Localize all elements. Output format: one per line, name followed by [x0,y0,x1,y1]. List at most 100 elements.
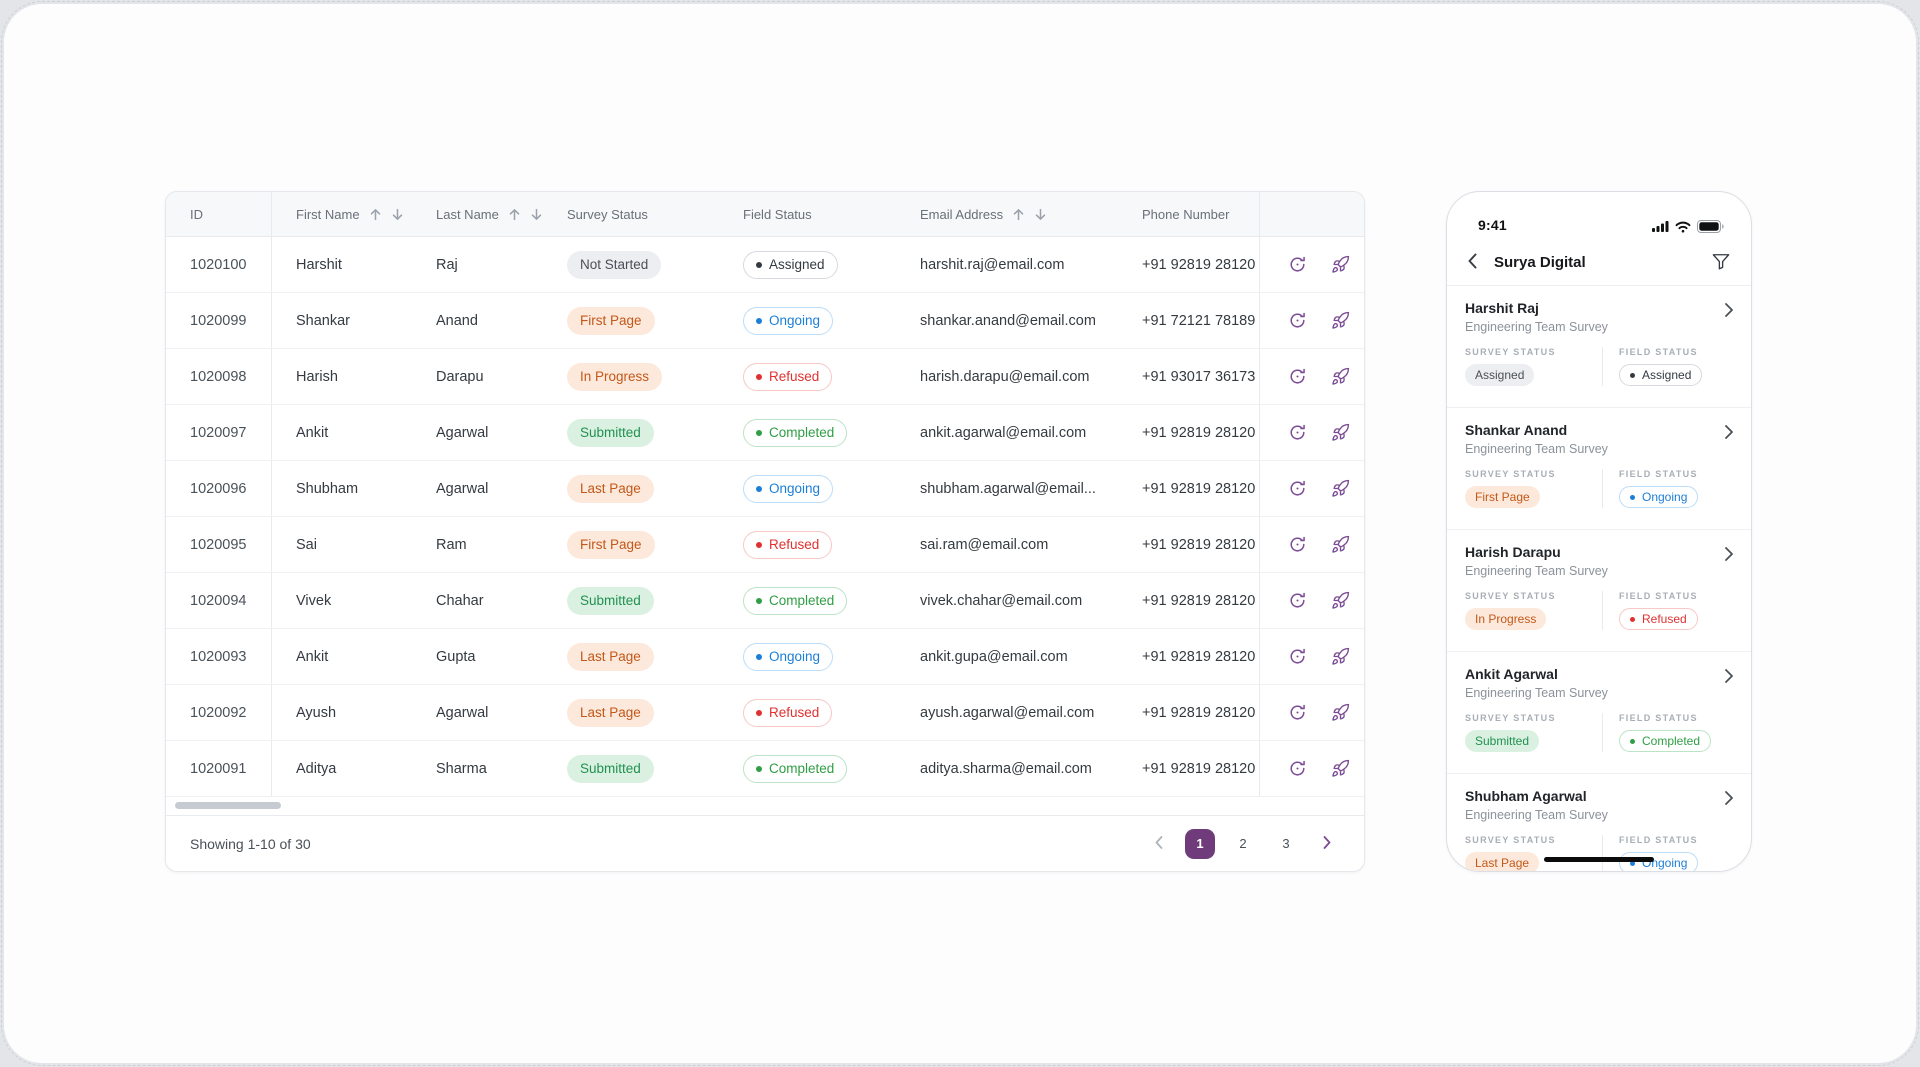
rocket-icon [1331,255,1350,274]
respondent-card[interactable]: Ankit Agarwal Engineering Team Survey SURV… [1447,652,1751,774]
sync-survey-button[interactable] [1288,423,1307,442]
chevron-left-icon [1155,835,1163,852]
refresh-icon [1288,591,1307,610]
sort-ascending-icon[interactable] [508,208,521,221]
survey-status-badge: In Progress [1465,608,1547,630]
respondent-card[interactable]: Shankar Anand Engineering Team Survey SURV… [1447,408,1751,530]
survey-status-badge: Submitted [567,754,654,783]
table-row: 1020093 Ankit Gupta Last Page Ongoing ankit.g… [166,629,1364,685]
pagination-page-1[interactable]: 1 [1185,828,1215,859]
respondent-card[interactable]: Harish Darapu Engineering Team Survey SURV… [1447,530,1751,652]
sync-survey-button[interactable] [1288,647,1307,666]
sync-survey-button[interactable] [1288,479,1307,498]
survey-status-badge: First Page [567,306,655,335]
last-cell: Ram [436,536,467,553]
field-status-label: FIELD STATUS [1619,469,1698,479]
table-row: 1020091 Aditya Sharma Submitted Completed adi… [166,741,1364,797]
id-cell: 1020095 [166,517,272,572]
launch-survey-button[interactable] [1331,367,1350,386]
sync-survey-button[interactable] [1288,535,1307,554]
filter-funnel-icon [1712,253,1730,273]
chevron-right-icon[interactable] [1725,303,1733,317]
launch-survey-button[interactable] [1331,703,1350,722]
field-status-cell: Completed [719,741,896,796]
first-cell: Aditya [296,760,337,777]
launch-survey-button[interactable] [1331,255,1350,274]
home-indicator[interactable] [1544,857,1654,862]
survey-name: Engineering Team Survey [1465,564,1608,578]
launch-survey-button[interactable] [1331,535,1350,554]
field-status-cell: Completed [719,405,896,460]
field-status-column: FIELD STATUS Ongoing [1602,835,1733,871]
last-cell: Chahar [436,592,484,609]
first-cell: Harshit [296,256,342,273]
sync-survey-button[interactable] [1288,591,1307,610]
filter-button[interactable] [1710,251,1732,275]
last-cell: Agarwal [436,424,489,441]
field-status-badge: Completed [743,754,848,783]
email-cell: ankit.agarwal@email.com [920,424,1087,441]
field-status-label: FIELD STATUS [1619,347,1698,357]
launch-survey-button[interactable] [1331,423,1350,442]
chevron-right-icon[interactable] [1725,425,1733,439]
email-cell: ankit.gupa@email.com [920,648,1068,665]
survey-status-column: SURVEY STATUS Submitted [1465,713,1602,752]
field-status-column: FIELD STATUS Ongoing [1602,469,1733,508]
launch-survey-button[interactable] [1331,759,1350,778]
phone-cell: +91 92819 28120 [1142,536,1256,553]
field-status-badge: Refused [743,362,833,391]
pagination-page-2[interactable]: 2 [1228,829,1258,859]
sort-descending-icon[interactable] [1034,208,1047,221]
column-header-first[interactable]: First Name [272,192,412,236]
refresh-icon [1288,759,1307,778]
column-label: First Name [296,206,360,222]
horizontal-scrollbar-thumb[interactable] [175,802,281,809]
id-cell: 1020092 [166,685,272,740]
launch-survey-button[interactable] [1331,647,1350,666]
respondent-card[interactable]: Harshit Raj Engineering Team Survey SURVEY… [1447,286,1751,408]
chevron-right-icon[interactable] [1725,791,1733,805]
sync-survey-button[interactable] [1288,367,1307,386]
respondent-name: Ankit Agarwal [1465,666,1558,682]
table-header-row: ID First Name Last Name Survey Status Field … [166,192,1364,237]
id-cell: 1020099 [166,293,272,348]
survey-status-label: SURVEY STATUS [1465,591,1556,601]
launch-survey-button[interactable] [1331,479,1350,498]
sync-survey-button[interactable] [1288,703,1307,722]
survey-status-badge: Last Page [1465,852,1540,871]
field-status-badge: Ongoing [1619,852,1699,871]
sort-ascending-icon[interactable] [1012,208,1025,221]
pagination-next-button[interactable] [1314,831,1340,857]
status-row: SURVEY STATUS Submitted FIELD STATUS Comple… [1465,713,1733,752]
sync-survey-button[interactable] [1288,759,1307,778]
column-label: ID [190,206,203,222]
back-button[interactable] [1466,251,1479,274]
chevron-right-icon[interactable] [1725,547,1733,561]
first-cell: Shubham [296,480,359,497]
rocket-icon [1331,311,1350,330]
pagination-previous-button[interactable] [1146,831,1172,857]
phone-nav-bar: Surya Digital [1447,240,1751,286]
sort-ascending-icon[interactable] [369,208,382,221]
sync-survey-button[interactable] [1288,255,1307,274]
column-header-survey: Survey Status [543,192,719,236]
sync-survey-button[interactable] [1288,311,1307,330]
horizontal-scrollbar[interactable] [166,797,1364,815]
field-status-badge: Completed [743,418,848,447]
pagination-page-3[interactable]: 3 [1271,829,1301,859]
launch-survey-button[interactable] [1331,591,1350,610]
last-cell: Agarwal [436,704,489,721]
wifi-icon [1675,221,1691,233]
field-status-column: FIELD STATUS Assigned [1602,347,1733,386]
chevron-right-icon[interactable] [1725,669,1733,683]
launch-survey-button[interactable] [1331,311,1350,330]
sort-descending-icon[interactable] [391,208,404,221]
column-header-actions [1259,192,1364,236]
refresh-icon [1288,479,1307,498]
column-header-last[interactable]: Last Name [412,192,543,236]
sort-descending-icon[interactable] [530,208,543,221]
column-header-email[interactable]: Email Address [896,192,1118,236]
